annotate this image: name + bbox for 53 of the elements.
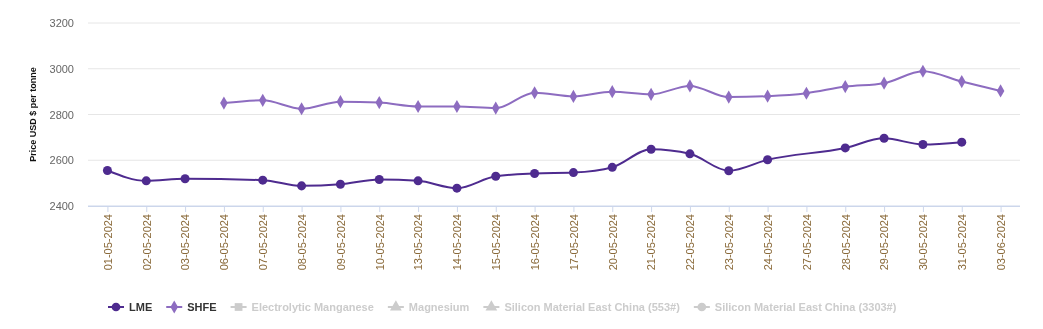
point: [568, 168, 578, 178]
x-tick-label: 09-05-2024: [334, 214, 347, 271]
point: [413, 176, 423, 186]
x-tick-label: 21-05-2024: [645, 214, 658, 271]
y-tick-label: 2800: [49, 108, 74, 121]
point: [646, 144, 656, 154]
y-tick-label: 3200: [49, 17, 74, 30]
point: [452, 183, 462, 193]
point: [840, 143, 850, 153]
legend-label: SHFE: [187, 301, 217, 313]
legend-label: LME: [129, 301, 153, 313]
point: [607, 162, 617, 172]
point: [374, 174, 384, 184]
point: [258, 175, 268, 185]
x-tick-label: 24-05-2024: [761, 214, 774, 271]
x-tick-label: 07-05-2024: [257, 214, 270, 271]
point: [102, 166, 112, 176]
x-tick-label: 08-05-2024: [295, 214, 308, 271]
x-tick-label: 22-05-2024: [684, 214, 697, 271]
x-tick-label: 20-05-2024: [606, 214, 619, 271]
point: [180, 174, 190, 184]
x-tick-label: 03-05-2024: [179, 214, 192, 271]
point: [491, 171, 501, 181]
point: [879, 133, 889, 143]
x-tick-label: 02-05-2024: [140, 214, 153, 271]
point: [141, 176, 151, 186]
x-tick-label: 16-05-2024: [528, 214, 541, 271]
y-tick-label: 2600: [49, 154, 74, 167]
x-tick-label: 10-05-2024: [373, 214, 386, 271]
y-axis-title: Price USD $ per tonne: [28, 67, 38, 162]
y-tick-label: 3000: [49, 62, 74, 75]
x-tick-label: 31-05-2024: [956, 214, 969, 271]
x-tick-label: 17-05-2024: [567, 214, 580, 271]
point: [957, 137, 967, 147]
y-tick-label: 2400: [49, 200, 74, 213]
x-tick-label: 27-05-2024: [800, 214, 813, 271]
x-tick-label: 13-05-2024: [412, 214, 425, 271]
x-tick-label: 01-05-2024: [101, 214, 114, 271]
point: [724, 166, 734, 176]
x-tick-label: 15-05-2024: [490, 214, 503, 271]
point: [763, 155, 773, 165]
point: [297, 181, 307, 191]
x-tick-label: 23-05-2024: [723, 214, 736, 271]
x-tick-label: 14-05-2024: [451, 214, 464, 271]
x-tick-label: 06-05-2024: [218, 214, 231, 271]
x-tick-label: 30-05-2024: [917, 214, 930, 271]
point: [335, 179, 345, 189]
point: [685, 149, 695, 159]
x-tick-label: 03-06-2024: [994, 214, 1007, 271]
x-tick-label: 29-05-2024: [878, 214, 891, 271]
point: [530, 169, 540, 179]
point: [918, 139, 928, 149]
x-tick-label: 28-05-2024: [839, 214, 852, 271]
